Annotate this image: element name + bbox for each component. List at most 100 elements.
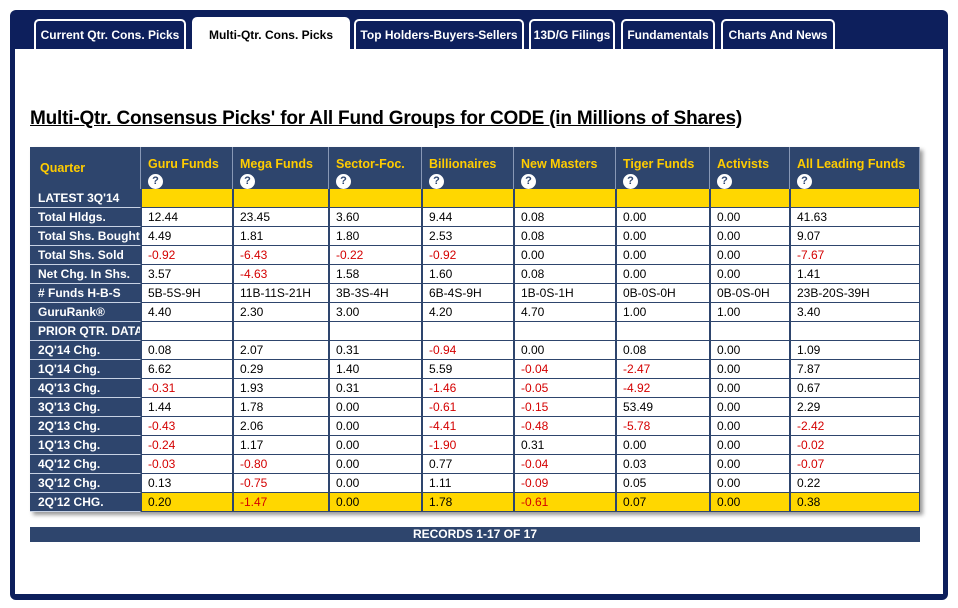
table-cell: 6B-4S-9H — [422, 284, 514, 303]
column-header: New Masters? — [514, 147, 616, 189]
table-cell: 0.00 — [710, 265, 790, 284]
table-cell: 0.00 — [710, 360, 790, 379]
row-label: 3Q'12 Chg. — [30, 474, 141, 493]
table-cell: 1.17 — [233, 436, 329, 455]
tab-top-holders-buyers-sellers[interactable]: Top Holders-Buyers-Sellers — [354, 19, 524, 49]
table-cell: 0.08 — [616, 341, 710, 360]
help-icon[interactable]: ? — [521, 174, 536, 189]
table-cell: -0.15 — [514, 398, 616, 417]
tab-multi-qtr-cons-picks[interactable]: Multi-Qtr. Cons. Picks — [192, 17, 350, 50]
help-icon[interactable]: ? — [148, 174, 163, 189]
tab-13dg-filings[interactable]: 13D/G Filings — [529, 19, 615, 49]
table-row: 2Q'13 Chg. -0.43 2.06 0.00 -4.41 -0.48 -5.78 0.… — [30, 417, 920, 436]
row-label: GuruRank® — [30, 303, 141, 322]
table-row: PRIOR QTR. DATA — [30, 322, 920, 341]
table-cell: 2.29 — [790, 398, 920, 417]
table-cell: 0.20 — [141, 493, 233, 512]
row-label: 1Q'13 Chg. — [30, 436, 141, 455]
table-row: 1Q'14 Chg. 6.62 0.29 1.40 5.59 -0.04 -2.47 0.00… — [30, 360, 920, 379]
table-cell — [710, 189, 790, 208]
table-row: 1Q'13 Chg. -0.24 1.17 0.00 -1.90 0.31 0.00 0.00… — [30, 436, 920, 455]
row-label: 1Q'14 Chg. — [30, 360, 141, 379]
table-cell — [514, 322, 616, 341]
records-footer: RECORDS 1-17 OF 17 — [30, 527, 920, 542]
table-cell: 0.00 — [710, 417, 790, 436]
table-cell: -1.47 — [233, 493, 329, 512]
table-row: 3Q'13 Chg. 1.44 1.78 0.00 -0.61 -0.15 53.49 0.0… — [30, 398, 920, 417]
table-cell: 5B-5S-9H — [141, 284, 233, 303]
help-icon[interactable]: ? — [797, 174, 812, 189]
consensus-table-wrapper: Quarter Guru Funds? Mega Funds? Sector-Foc… — [30, 147, 920, 512]
table-cell: 0.29 — [233, 360, 329, 379]
help-icon[interactable]: ? — [336, 174, 351, 189]
table-cell: 0.08 — [514, 227, 616, 246]
help-icon[interactable]: ? — [429, 174, 444, 189]
row-label: PRIOR QTR. DATA — [30, 322, 141, 341]
column-header: Guru Funds? — [141, 147, 233, 189]
table-cell: 0.00 — [710, 474, 790, 493]
table-cell: 1.00 — [710, 303, 790, 322]
table-cell: 1.09 — [790, 341, 920, 360]
table-row: 3Q'12 Chg. 0.13 -0.75 0.00 1.11 -0.09 0.05 0.00… — [30, 474, 920, 493]
table-cell: 3.00 — [329, 303, 422, 322]
table-cell: 41.63 — [790, 208, 920, 227]
table-cell: 1.41 — [790, 265, 920, 284]
table-cell: 0.00 — [329, 436, 422, 455]
table-cell: 4.49 — [141, 227, 233, 246]
row-label: Total Hldgs. — [30, 208, 141, 227]
column-header-label: All Leading Funds — [797, 157, 906, 171]
table-cell — [233, 322, 329, 341]
row-label: LATEST 3Q'14 — [30, 189, 141, 208]
table-cell: 0.08 — [141, 341, 233, 360]
row-label: Net Chg. In Shs. — [30, 265, 141, 284]
table-cell: 0.00 — [329, 455, 422, 474]
row-label: 2Q'12 CHG. — [30, 493, 141, 512]
table-cell: 0.00 — [329, 493, 422, 512]
column-header: Mega Funds? — [233, 147, 329, 189]
tab-fundamentals[interactable]: Fundamentals — [621, 19, 715, 49]
table-cell: 6.62 — [141, 360, 233, 379]
table-cell: 0.00 — [514, 246, 616, 265]
column-header-label: Sector-Foc. — [336, 157, 405, 171]
table-cell: -0.09 — [514, 474, 616, 493]
table-row: 2Q'14 Chg. 0.08 2.07 0.31 -0.94 0.00 0.08 0.00 1… — [30, 341, 920, 360]
table-cell: 2.06 — [233, 417, 329, 436]
row-label: 3Q'13 Chg. — [30, 398, 141, 417]
table-cell: -0.80 — [233, 455, 329, 474]
table-cell: 0.00 — [616, 436, 710, 455]
table-row: 4Q'12 Chg. -0.03 -0.80 0.00 0.77 -0.04 0.03 0.0… — [30, 455, 920, 474]
table-cell: 0.00 — [710, 379, 790, 398]
table-cell: 3B-3S-4H — [329, 284, 422, 303]
table-cell: 0.00 — [710, 246, 790, 265]
quarter-header: Quarter — [30, 147, 141, 189]
table-cell: 0.00 — [329, 398, 422, 417]
table-cell — [710, 322, 790, 341]
tab-charts-and-news[interactable]: Charts And News — [721, 19, 835, 49]
column-header: Sector-Foc.? — [329, 147, 422, 189]
table-cell: -0.31 — [141, 379, 233, 398]
table-cell: -2.47 — [616, 360, 710, 379]
tab-current-qtr-cons-picks[interactable]: Current Qtr. Cons. Picks — [34, 19, 186, 49]
table-cell: -0.03 — [141, 455, 233, 474]
table-cell — [329, 322, 422, 341]
table-cell: -0.24 — [141, 436, 233, 455]
table-cell: 0.31 — [329, 341, 422, 360]
help-icon[interactable]: ? — [623, 174, 638, 189]
table-cell — [422, 189, 514, 208]
help-icon[interactable]: ? — [717, 174, 732, 189]
row-label: 4Q'12 Chg. — [30, 455, 141, 474]
table-cell: 0.13 — [141, 474, 233, 493]
table-cell: -2.42 — [790, 417, 920, 436]
table-cell — [141, 189, 233, 208]
table-cell: -1.90 — [422, 436, 514, 455]
table-body: LATEST 3Q'14 Total Hldgs. 12.44 23.45 3.60 9.… — [30, 189, 920, 512]
row-label: 4Q'13 Chg. — [30, 379, 141, 398]
table-cell: 1.93 — [233, 379, 329, 398]
column-header: Billionaires? — [422, 147, 514, 189]
consensus-table: Quarter Guru Funds? Mega Funds? Sector-Foc… — [30, 147, 920, 512]
table-cell: -0.94 — [422, 341, 514, 360]
table-cell: 1.81 — [233, 227, 329, 246]
help-icon[interactable]: ? — [240, 174, 255, 189]
table-row: GuruRank® 4.40 2.30 3.00 4.20 4.70 1.00 1.00 3.4… — [30, 303, 920, 322]
table-cell: 2.53 — [422, 227, 514, 246]
